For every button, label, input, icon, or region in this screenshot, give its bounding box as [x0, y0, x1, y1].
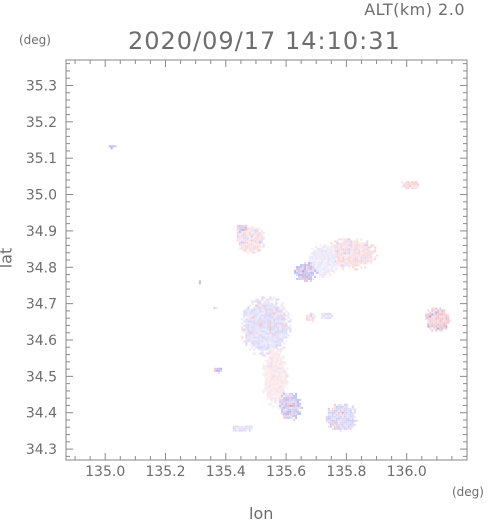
observation-timestamp: 2020/09/17 14:10:31 [128, 27, 401, 55]
y-tick-label: 34.8 [26, 260, 57, 276]
tick-labels: 135.0 135.2 135.4 135.6 135.8 136.0 34.3 34.4 34… [26, 78, 427, 480]
echo-region [306, 312, 317, 323]
echo-region [294, 262, 319, 282]
echo-layer [108, 145, 452, 432]
x-tick-label: 135.6 [266, 464, 306, 480]
echo-region [213, 307, 218, 310]
echo-region [325, 403, 358, 432]
echo-region [425, 307, 452, 332]
echo-region [232, 425, 253, 432]
echo-region [198, 280, 201, 285]
echo-region [401, 181, 420, 190]
y-tick-label: 34.7 [26, 297, 57, 313]
x-tick-label: 135.8 [326, 464, 366, 480]
axis-ticks [66, 60, 468, 460]
echo-region [108, 145, 117, 150]
y-tick-label: 34.3 [26, 442, 57, 458]
x-tick-label: 135.4 [206, 464, 246, 480]
y-axis-unit: (deg) [19, 33, 51, 47]
x-axis-unit: (deg) [452, 485, 484, 499]
x-axis-title: lon [249, 504, 274, 523]
echo-region [236, 224, 247, 233]
echo-region [279, 392, 304, 421]
x-tick-label: 136.0 [387, 464, 427, 480]
echo-region [309, 243, 338, 278]
y-tick-label: 35.0 [26, 188, 57, 204]
x-tick-label: 135.0 [85, 464, 125, 480]
y-tick-label: 34.4 [26, 406, 57, 422]
altitude-label: ALT(km) 2.0 [364, 0, 465, 19]
plot-area [65, 59, 468, 461]
y-tick-label: 34.5 [26, 369, 57, 385]
y-tick-label: 34.6 [26, 333, 57, 349]
echo-region [214, 367, 223, 374]
y-tick-label: 34.9 [26, 224, 57, 240]
x-tick-label: 135.2 [145, 464, 185, 480]
y-tick-label: 35.3 [26, 78, 57, 94]
echo-region [262, 347, 289, 408]
echo-region [324, 238, 379, 271]
y-tick-label: 35.2 [26, 115, 57, 131]
echo-region [321, 312, 334, 319]
echo-region [241, 296, 292, 357]
y-tick-label: 35.1 [26, 151, 57, 167]
